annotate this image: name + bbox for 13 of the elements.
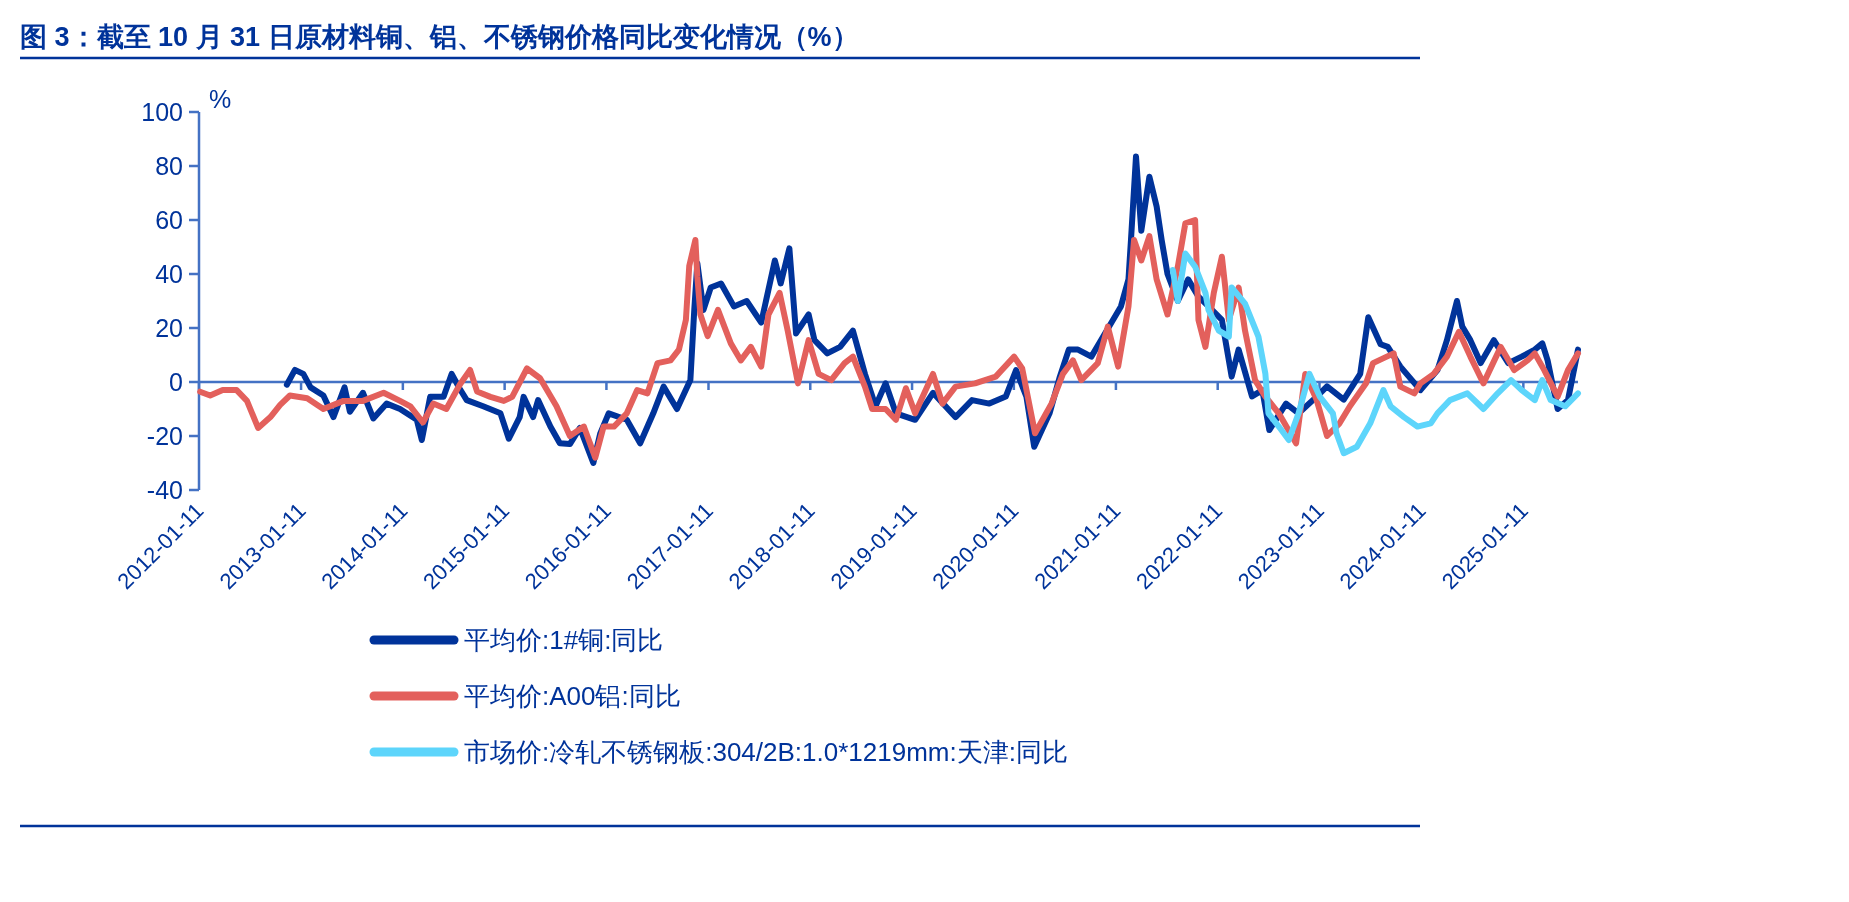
y-tick-label: -40 bbox=[146, 475, 183, 504]
legend-label: 市场价:冷轧不锈钢板:304/2B:1.0*1219mm:天津:同比 bbox=[464, 737, 1068, 768]
y-tick-label: 20 bbox=[155, 313, 183, 342]
y-tick-label: 100 bbox=[141, 97, 183, 126]
chart-title: 图 3：截至 10 月 31 日原材料铜、铝、不锈钢价格同比变化情况（%） bbox=[20, 22, 859, 52]
y-tick-label: 40 bbox=[155, 259, 183, 288]
y-axis-title: % bbox=[209, 85, 232, 113]
y-tick-label: 80 bbox=[155, 151, 183, 180]
y-tick-label: -20 bbox=[146, 421, 183, 450]
y-tick-label: 60 bbox=[155, 205, 183, 234]
legend-label: 平均价:1#铜:同比 bbox=[464, 625, 664, 656]
y-tick-label: 0 bbox=[169, 367, 183, 396]
legend-label: 平均价:A00铝:同比 bbox=[464, 681, 681, 712]
